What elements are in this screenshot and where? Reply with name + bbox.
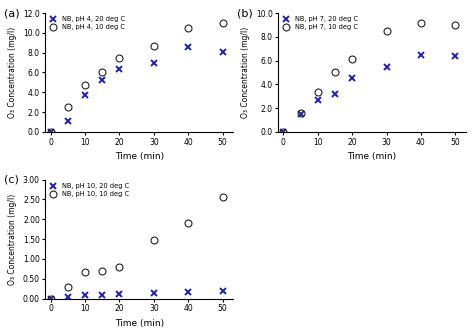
NB, pH 10, 10 deg C xyxy=(48,297,54,301)
NB, pH 7, 20 deg C xyxy=(453,54,458,58)
NB, pH 4, 10 deg C xyxy=(82,83,88,87)
NB, pH 10, 20 deg C xyxy=(65,295,71,299)
NB, pH 7, 10 deg C xyxy=(418,20,424,25)
NB, pH 4, 10 deg C xyxy=(220,21,226,25)
NB, pH 7, 20 deg C xyxy=(281,130,286,134)
NB, pH 4, 10 deg C xyxy=(151,44,156,48)
NB, pH 7, 10 deg C xyxy=(384,29,390,33)
Line: NB, pH 10, 20 deg C: NB, pH 10, 20 deg C xyxy=(48,288,225,301)
NB, pH 7, 20 deg C xyxy=(298,112,303,116)
NB, pH 7, 20 deg C xyxy=(332,92,338,96)
Text: (b): (b) xyxy=(237,8,253,18)
NB, pH 10, 10 deg C xyxy=(65,285,71,289)
Legend: NB, pH 4, 20 deg C, NB, pH 4, 10 deg C: NB, pH 4, 20 deg C, NB, pH 4, 10 deg C xyxy=(47,15,127,32)
NB, pH 4, 10 deg C xyxy=(48,130,54,134)
NB, pH 4, 20 deg C xyxy=(65,119,71,123)
Line: NB, pH 4, 10 deg C: NB, pH 4, 10 deg C xyxy=(47,19,226,135)
NB, pH 7, 20 deg C xyxy=(384,65,390,69)
NB, pH 10, 20 deg C xyxy=(82,293,88,297)
Legend: NB, pH 10, 20 deg C, NB, pH 10, 10 deg C: NB, pH 10, 20 deg C, NB, pH 10, 10 deg C xyxy=(47,182,131,198)
NB, pH 10, 20 deg C xyxy=(220,289,226,293)
NB, pH 4, 10 deg C xyxy=(65,105,71,109)
NB, pH 4, 20 deg C xyxy=(185,45,191,49)
Legend: NB, pH 7, 20 deg C, NB, pH 7, 10 deg C: NB, pH 7, 20 deg C, NB, pH 7, 10 deg C xyxy=(280,15,359,32)
NB, pH 4, 20 deg C xyxy=(220,50,226,54)
NB, pH 10, 10 deg C xyxy=(117,265,122,269)
NB, pH 4, 20 deg C xyxy=(48,130,54,134)
NB, pH 4, 10 deg C xyxy=(117,56,122,60)
NB, pH 10, 10 deg C xyxy=(185,221,191,225)
Y-axis label: O₃ Concentration (mg/l): O₃ Concentration (mg/l) xyxy=(9,194,18,285)
NB, pH 10, 20 deg C xyxy=(117,292,122,296)
Text: (c): (c) xyxy=(4,175,19,185)
NB, pH 10, 20 deg C xyxy=(48,297,54,301)
NB, pH 4, 20 deg C xyxy=(100,78,105,82)
Line: NB, pH 7, 10 deg C: NB, pH 7, 10 deg C xyxy=(280,19,459,135)
NB, pH 7, 10 deg C xyxy=(349,57,355,61)
NB, pH 7, 20 deg C xyxy=(418,53,424,57)
NB, pH 7, 20 deg C xyxy=(349,76,355,80)
Line: NB, pH 10, 10 deg C: NB, pH 10, 10 deg C xyxy=(47,194,226,302)
NB, pH 10, 20 deg C xyxy=(151,291,156,295)
NB, pH 7, 10 deg C xyxy=(332,71,338,75)
NB, pH 10, 20 deg C xyxy=(185,290,191,294)
NB, pH 10, 10 deg C xyxy=(220,195,226,199)
NB, pH 4, 20 deg C xyxy=(82,93,88,97)
Line: NB, pH 4, 20 deg C: NB, pH 4, 20 deg C xyxy=(48,44,225,135)
X-axis label: Time (min): Time (min) xyxy=(115,152,164,161)
NB, pH 7, 10 deg C xyxy=(315,89,320,93)
NB, pH 4, 10 deg C xyxy=(185,26,191,30)
Text: (a): (a) xyxy=(4,8,20,18)
NB, pH 10, 10 deg C xyxy=(100,269,105,273)
NB, pH 7, 10 deg C xyxy=(281,130,286,134)
NB, pH 10, 10 deg C xyxy=(151,238,156,242)
NB, pH 4, 20 deg C xyxy=(117,67,122,71)
X-axis label: Time (min): Time (min) xyxy=(347,152,397,161)
NB, pH 10, 20 deg C xyxy=(100,293,105,297)
NB, pH 7, 20 deg C xyxy=(315,98,320,102)
NB, pH 4, 10 deg C xyxy=(100,71,105,75)
Line: NB, pH 7, 20 deg C: NB, pH 7, 20 deg C xyxy=(281,52,458,135)
NB, pH 7, 10 deg C xyxy=(453,23,458,27)
Y-axis label: O₃ Concentration (mg/l): O₃ Concentration (mg/l) xyxy=(9,27,18,118)
X-axis label: Time (min): Time (min) xyxy=(115,319,164,328)
Y-axis label: O₃ Concentration (mg/l): O₃ Concentration (mg/l) xyxy=(241,27,250,118)
NB, pH 7, 10 deg C xyxy=(298,111,303,115)
NB, pH 4, 20 deg C xyxy=(151,60,156,65)
NB, pH 10, 10 deg C xyxy=(82,269,88,274)
